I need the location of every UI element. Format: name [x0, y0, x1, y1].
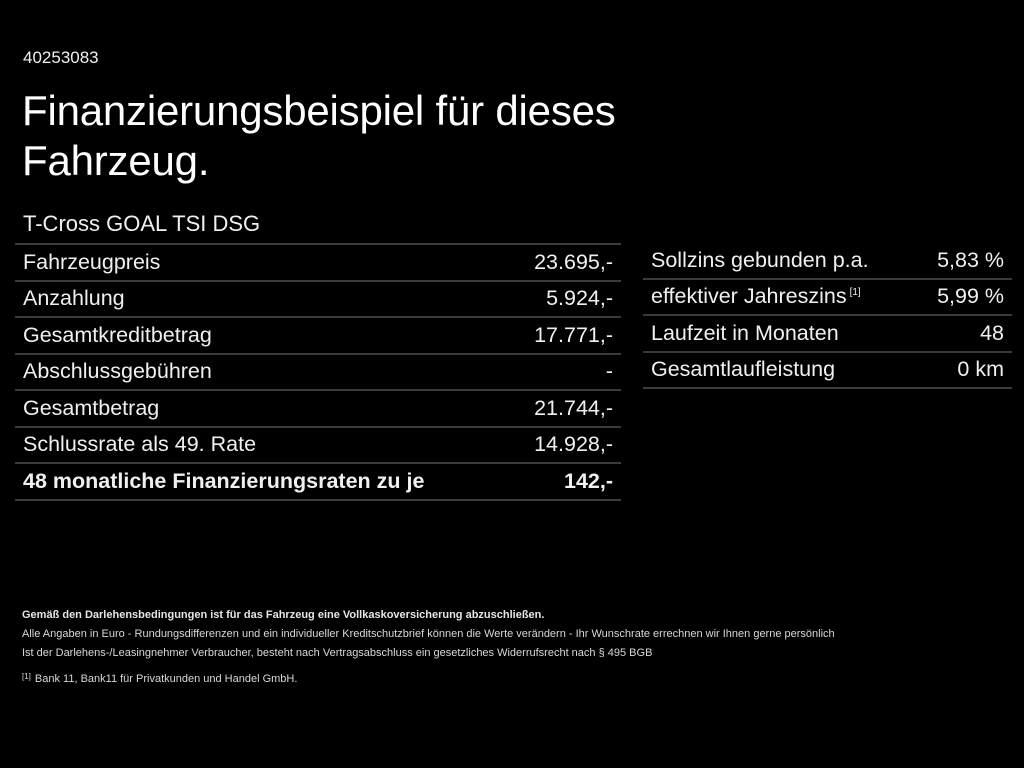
- row-label: Gesamtkreditbetrag: [23, 322, 212, 347]
- row-monthly-rate: 48 monatliche Finanzierungsraten zu je 1…: [15, 464, 621, 501]
- row-final-rate: Schlussrate als 49. Rate 14.928,-: [15, 428, 621, 464]
- row-value: 23.695,-: [534, 249, 613, 274]
- row-label: Fahrzeugpreis: [23, 249, 161, 274]
- page-title: Finanzierungsbeispiel für dieses Fahrzeu…: [22, 87, 616, 184]
- row-value: 5,83 %: [937, 247, 1004, 272]
- financing-table: Fahrzeugpreis 23.695,- Anzahlung 5.924,-…: [15, 243, 621, 501]
- row-value: 17.771,-: [534, 322, 613, 347]
- row-value: 5,99 %: [937, 284, 1004, 309]
- footnote-marker: [1]: [22, 672, 31, 681]
- row-vehicle-price: Fahrzeugpreis 23.695,-: [15, 245, 621, 282]
- row-nominal-interest: Sollzins gebunden p.a. 5,83 %: [643, 243, 1012, 280]
- row-total-credit: Gesamtkreditbetrag 17.771,-: [15, 318, 621, 355]
- row-value: 14.928,-: [534, 432, 613, 457]
- legal-footer: Gemäß den Darlehensbedingungen ist für d…: [22, 606, 1012, 689]
- row-effective-interest: effektiver Jahreszins [1] 5,99 %: [643, 280, 1012, 316]
- reference-id: 40253083: [23, 48, 99, 67]
- row-value: 48: [980, 320, 1004, 345]
- footnote: [1] Bank 11, Bank11 für Privatkunden und …: [22, 667, 1012, 689]
- vehicle-model: T-Cross GOAL TSI DSG: [23, 211, 261, 236]
- row-label: 48 monatliche Finanzierungsraten zu je: [23, 468, 425, 493]
- insurance-note: Gemäß den Darlehensbedingungen ist für d…: [22, 609, 545, 621]
- row-value: 0 km: [957, 357, 1004, 382]
- row-value: 5.924,-: [546, 286, 613, 311]
- row-label: Abschlussgebühren: [23, 359, 212, 384]
- interest-table: Sollzins gebunden p.a. 5,83 % effektiver…: [643, 243, 1012, 389]
- row-label: Sollzins gebunden p.a.: [651, 247, 869, 272]
- row-value: -: [605, 359, 613, 384]
- row-closing-fees: Abschlussgebühren -: [15, 355, 621, 391]
- row-label: Schlussrate als 49. Rate: [23, 432, 257, 457]
- disclaimer-line-2: Ist der Darlehens-/Leasingnehmer Verbrau…: [22, 647, 653, 659]
- row-label: Gesamtbetrag: [23, 395, 160, 420]
- footnote-text: Bank 11, Bank11 für Privatkunden und Han…: [34, 673, 298, 685]
- row-label: Laufzeit in Monaten: [651, 320, 839, 345]
- row-down-payment: Anzahlung 5.924,-: [15, 282, 621, 318]
- row-label: Anzahlung: [23, 286, 125, 311]
- disclaimer-line-1: Alle Angaben in Euro - Rundungsdifferenz…: [22, 628, 835, 640]
- row-value: 142,-: [563, 468, 613, 493]
- row-label: effektiver Jahreszins [1]: [651, 284, 861, 309]
- row-total-mileage: Gesamtlaufleistung 0 km: [643, 353, 1012, 389]
- row-total-amount: Gesamtbetrag 21.744,-: [15, 391, 621, 428]
- row-label-text: effektiver Jahreszins: [651, 284, 847, 309]
- row-label: Gesamtlaufleistung: [651, 357, 836, 382]
- row-term-months: Laufzeit in Monaten 48: [643, 316, 1012, 353]
- footnote-marker: [1]: [849, 287, 861, 299]
- row-value: 21.744,-: [534, 395, 613, 420]
